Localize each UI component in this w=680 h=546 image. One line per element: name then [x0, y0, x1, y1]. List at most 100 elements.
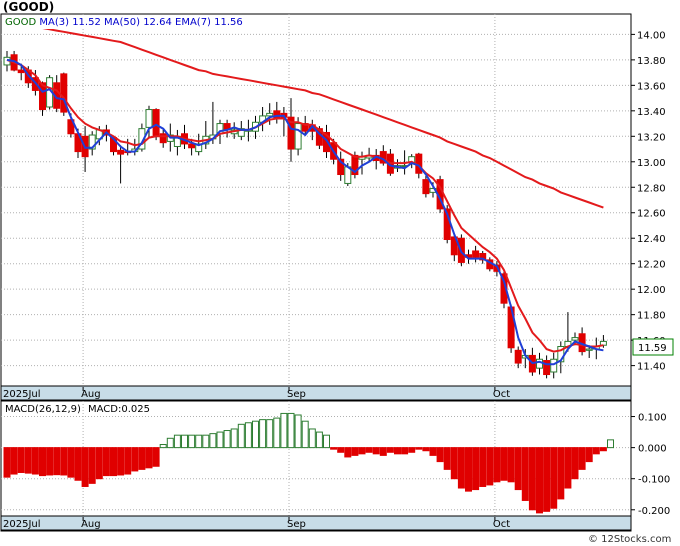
candle-down: [152, 109, 160, 137]
candle-down: [422, 179, 430, 195]
macd-tick-label: -0.200: [638, 506, 670, 517]
xaxis-label: Sep: [287, 519, 306, 530]
macd-bar-positive: [315, 431, 323, 449]
candle-down: [301, 123, 309, 132]
macd-bar-negative: [131, 447, 139, 472]
macd-bar-negative: [564, 447, 572, 489]
macd-bar-negative: [39, 447, 46, 477]
macd-bar-positive: [223, 430, 231, 449]
xaxis-label: Oct: [493, 389, 510, 400]
price-tick-label: 12.20: [637, 260, 666, 271]
macd-bar-negative: [95, 447, 103, 480]
macd-bar-negative: [550, 447, 558, 509]
macd-bar-negative: [10, 447, 18, 475]
candle-up: [145, 109, 153, 128]
candle-up: [266, 112, 274, 117]
price-tick-label: 12.60: [637, 209, 666, 220]
macd-bar-negative: [599, 447, 607, 452]
macd-bar-negative: [394, 447, 401, 455]
macd-bar-negative: [67, 447, 75, 478]
macd-bar-negative: [422, 447, 430, 452]
macd-bar-negative: [24, 447, 32, 474]
macd-bar-positive: [252, 420, 259, 449]
macd-bar-negative: [88, 447, 96, 484]
macd-bar-negative: [365, 447, 373, 453]
macd-bar-positive: [273, 417, 281, 449]
price-axis-ticks: 14.00 13.80 13.60 13.40 13.20 13.00 12.80 12.60…: [631, 30, 666, 373]
candle-up: [195, 143, 203, 153]
macd-bar-negative: [465, 447, 472, 492]
macd-bar-negative: [500, 447, 508, 481]
macd-tick-label: 0.100: [638, 413, 667, 424]
last-price-label: 11.59: [638, 343, 667, 354]
macd-bar-negative: [450, 447, 458, 480]
price-tick-label: 12.40: [637, 234, 666, 245]
footer-credit: © 12Stocks.com: [588, 534, 671, 545]
macd-bar-positive: [209, 433, 217, 449]
macd-bar-negative: [507, 447, 515, 483]
macd-tick-label: 0.000: [638, 444, 667, 455]
macd-xaxis-labels: 2025Jul Aug Sep Oct: [3, 517, 510, 530]
price-tick-label: 13.20: [637, 132, 666, 143]
ma50-line: [7, 24, 604, 209]
macd-axis-ticks: 0.100 0.000 -0.100 -0.200: [631, 413, 670, 517]
macd-bar-negative: [358, 447, 366, 455]
macd-xaxis-strip: [0, 515, 632, 531]
macd-bar-negative: [372, 447, 380, 455]
macd-bar-negative: [536, 447, 543, 514]
price-tick-label: 11.40: [637, 362, 666, 373]
candle-down: [514, 349, 522, 364]
macd-bar-positive: [159, 444, 167, 449]
legend-item: EMA(7): [175, 17, 214, 28]
macd-bar-positive: [287, 412, 295, 449]
macd-bar-positive: [188, 434, 196, 449]
macd-bar-positive: [173, 434, 181, 449]
macd-bar-positive: [195, 434, 203, 449]
macd-bar-positive: [280, 412, 288, 449]
legend-item: 11.52: [72, 17, 104, 28]
macd-bar-negative: [74, 447, 82, 481]
xaxis-label: 2025Jul: [3, 389, 41, 400]
macd-bar-negative: [592, 447, 600, 455]
macd-bar-positive: [259, 419, 267, 449]
candle-up: [88, 134, 96, 150]
macd-bar-positive: [266, 419, 274, 449]
legend-item: 12.64: [143, 17, 175, 28]
candle-down: [39, 82, 46, 111]
legend-item: GOOD: [5, 17, 39, 28]
macd-bar-positive: [166, 437, 174, 449]
macd-bar-positive: [294, 414, 302, 449]
macd-bar-positive: [244, 422, 252, 449]
macd-bar-negative: [81, 447, 89, 487]
ma3-line: [6, 58, 604, 366]
macd-bar-negative: [138, 447, 146, 470]
macd-bar-positive: [230, 428, 238, 449]
macd-bar-negative: [379, 447, 387, 456]
candle-down: [287, 116, 295, 150]
macd-bar-negative: [415, 447, 423, 450]
macd-bar-negative: [31, 447, 39, 475]
candle-down: [67, 119, 75, 135]
macd-bar-negative: [401, 447, 409, 455]
price-panel-frame: [0, 13, 632, 401]
macd-bar-negative: [585, 447, 593, 463]
macd-bar-positive: [301, 420, 309, 449]
macd-bar-negative: [479, 447, 487, 487]
macd-bar-negative: [543, 447, 551, 512]
macd-bar-negative: [472, 447, 480, 491]
candle-down: [323, 131, 330, 153]
candle-down: [188, 143, 196, 149]
macd-histogram: [3, 412, 614, 514]
macd-bar-negative: [110, 447, 117, 477]
macd-bar-positive: [216, 431, 224, 449]
price-tick-label: 13.40: [637, 107, 666, 118]
macd-bar-negative: [53, 447, 61, 476]
last-price-box: [632, 338, 674, 356]
macd-bar-negative: [557, 447, 565, 500]
macd-bar-negative: [351, 447, 359, 456]
macd-bar-positive: [237, 423, 245, 449]
price-tick-label: 14.00: [637, 30, 666, 41]
macd-bar-negative: [17, 447, 25, 473]
candle-down: [17, 69, 25, 74]
